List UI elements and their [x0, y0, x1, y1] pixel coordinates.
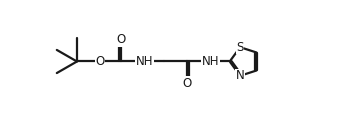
Text: O: O — [96, 55, 105, 68]
Text: S: S — [237, 41, 244, 54]
Text: NH: NH — [136, 55, 153, 68]
Text: N: N — [236, 69, 245, 82]
Text: O: O — [117, 33, 126, 46]
Text: O: O — [183, 77, 192, 90]
Text: NH: NH — [202, 55, 220, 68]
